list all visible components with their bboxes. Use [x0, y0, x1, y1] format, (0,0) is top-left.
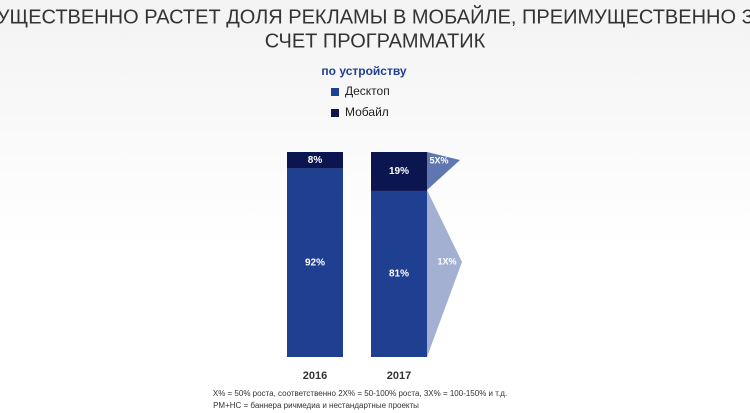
chart-subtitle: по устройству	[321, 64, 407, 78]
bar-segment	[287, 152, 343, 169]
annotation: 5X%	[429, 155, 448, 165]
growth-arrow	[427, 190, 462, 357]
bar-segment	[287, 168, 343, 357]
chart-title: СУЩЕСТВЕННО РАСТЕТ ДОЛЯ РЕКЛАМЫ В МОБАЙЛ…	[0, 4, 750, 28]
value-label: 8%	[308, 155, 323, 166]
footnote: PM+HC = баннера ричмедиа и нестандартные…	[213, 401, 419, 410]
bar-segment	[371, 152, 427, 191]
legend-swatch	[331, 88, 339, 96]
value-label: 81%	[389, 269, 409, 280]
value-label: 92%	[305, 257, 325, 268]
growth-arrow	[427, 152, 460, 190]
x-tick-label: 2017	[387, 370, 411, 382]
footnote: X% = 50% роста, соответственно 2X% = 50-…	[213, 389, 507, 398]
chart-title: СЧЕТ ПРОГРАММАТИК	[265, 30, 486, 52]
legend-swatch	[331, 109, 339, 117]
annotation: 1X%	[437, 256, 456, 266]
legend-label: Десктоп	[345, 84, 390, 98]
legend-label: Мобайл	[345, 105, 389, 119]
bar-segment	[371, 190, 427, 357]
value-label: 19%	[389, 166, 409, 177]
x-tick-label: 2016	[303, 370, 327, 382]
